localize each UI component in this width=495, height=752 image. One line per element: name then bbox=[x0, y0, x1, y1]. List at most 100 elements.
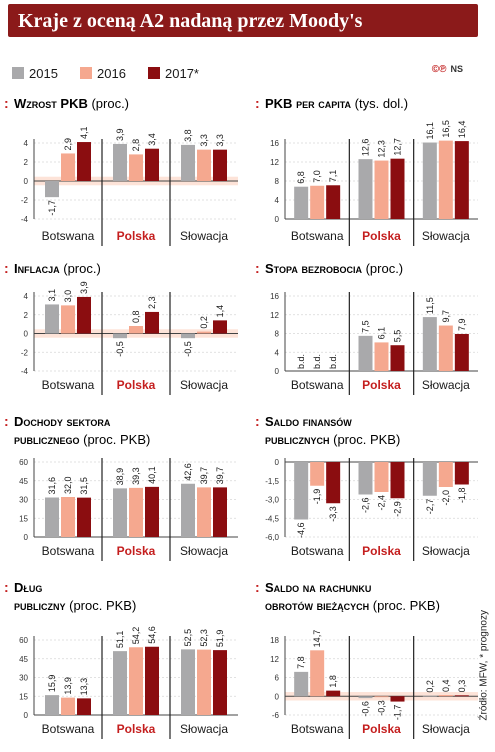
y-tick-label: 15 bbox=[19, 692, 28, 701]
data-label: -2,0 bbox=[441, 490, 451, 506]
bar bbox=[45, 695, 59, 715]
chart-panel-1: : Wzrost PKB (proc.) -4 -2 0 2 4 -1,7 2,9 4,1 Bots… bbox=[4, 95, 238, 246]
data-label: 6,8 bbox=[296, 171, 306, 184]
legend-label-2017: 2017* bbox=[165, 66, 199, 81]
chart-title-marker: : bbox=[4, 413, 9, 429]
bar bbox=[454, 141, 469, 219]
chart-title-caps: Saldo bbox=[265, 580, 299, 595]
y-tick-label: 15 bbox=[19, 514, 28, 523]
y-tick-label: 30 bbox=[19, 496, 28, 505]
data-label: 3,8 bbox=[183, 129, 193, 142]
legend-swatch-2017 bbox=[148, 67, 160, 79]
bar bbox=[326, 690, 341, 697]
category-label: Polska bbox=[362, 722, 401, 736]
category-label: Polska bbox=[117, 378, 156, 392]
data-label: 51,1 bbox=[115, 631, 125, 649]
y-tick-label: -2 bbox=[21, 196, 29, 205]
bar bbox=[77, 698, 91, 715]
data-label: 42,6 bbox=[183, 463, 193, 481]
data-label: -1,9 bbox=[312, 489, 322, 505]
bar bbox=[77, 142, 91, 181]
chart-title-caps: PKB bbox=[265, 96, 292, 111]
chart-title-line: obrotów bieżących (proc. PKB) bbox=[265, 598, 440, 613]
chart-title-caps: Dochody bbox=[14, 414, 63, 429]
bar bbox=[197, 149, 211, 181]
data-label: 6,1 bbox=[377, 327, 387, 340]
bar bbox=[422, 462, 437, 496]
y-tick-label: 30 bbox=[19, 674, 28, 683]
data-label: -1,7 bbox=[393, 705, 403, 721]
data-label: 3,9 bbox=[79, 281, 89, 294]
bar bbox=[181, 483, 195, 537]
y-tick-label: 12 bbox=[270, 655, 279, 664]
publisher-initials: NS bbox=[450, 64, 463, 74]
chart-title-caps: Dług bbox=[14, 580, 42, 595]
data-label: 14,7 bbox=[312, 630, 322, 648]
chart-title-caps: publicznych bbox=[265, 432, 330, 447]
data-label: 52,5 bbox=[183, 629, 193, 647]
title-bar: Kraje z oceną A2 nadaną przez Moody's bbox=[8, 4, 478, 37]
y-tick-label: 0 bbox=[275, 367, 280, 376]
category-label: Botswana bbox=[291, 544, 344, 558]
bar bbox=[358, 159, 373, 219]
data-label: 7,1 bbox=[328, 170, 338, 183]
bar bbox=[294, 671, 309, 697]
bar bbox=[374, 160, 389, 219]
data-label: 3,9 bbox=[115, 128, 125, 141]
chart-title-unit: (tys. bbox=[351, 96, 379, 111]
y-tick-label: 8 bbox=[275, 330, 280, 339]
data-label: 0,2 bbox=[425, 680, 435, 693]
data-label: 2,8 bbox=[131, 139, 141, 152]
y-tick-label: -2 bbox=[21, 348, 29, 357]
bar bbox=[310, 462, 325, 486]
y-tick-label: -4 bbox=[21, 367, 29, 376]
chart-title-line: Inflacja (proc.) bbox=[14, 261, 101, 276]
bar bbox=[77, 497, 91, 537]
legend-item-2016: 2016 bbox=[80, 66, 126, 81]
bar bbox=[438, 695, 453, 697]
data-label: 9,7 bbox=[441, 310, 451, 323]
y-tick-label: 0 bbox=[24, 533, 29, 542]
bar bbox=[358, 462, 373, 495]
category-label: Botswana bbox=[42, 722, 95, 736]
y-tick-label: 4 bbox=[275, 196, 280, 205]
legend-label-2015: 2015 bbox=[29, 66, 58, 81]
data-label: -2,9 bbox=[393, 501, 403, 517]
bar bbox=[77, 296, 91, 334]
data-label: -1,8 bbox=[457, 488, 467, 504]
category-label: Botswana bbox=[291, 229, 344, 243]
category-label: Słowacja bbox=[422, 544, 470, 558]
y-tick-label: 16 bbox=[270, 292, 279, 301]
data-label: 39,3 bbox=[131, 467, 141, 485]
bar bbox=[181, 144, 195, 181]
chart-title-unit: PKB) bbox=[366, 432, 400, 447]
chart-title-caps: na bbox=[299, 580, 316, 595]
bar bbox=[45, 497, 59, 537]
bar bbox=[213, 650, 227, 715]
chart-title-caps: publiczny bbox=[14, 598, 66, 613]
bar bbox=[422, 142, 437, 219]
category-label: Słowacja bbox=[422, 722, 470, 736]
data-label: 5,5 bbox=[393, 330, 403, 343]
bar bbox=[374, 696, 389, 698]
copyright-icon: ©℗ bbox=[431, 64, 447, 75]
chart-title-caps: publicznego bbox=[14, 432, 80, 447]
bar bbox=[113, 333, 127, 339]
data-label: 39,7 bbox=[215, 467, 225, 485]
category-label: Botswana bbox=[42, 378, 95, 392]
data-label: 2,9 bbox=[63, 138, 73, 151]
chart-title-caps: obrotów bbox=[265, 598, 313, 613]
data-label: 13,9 bbox=[63, 677, 73, 695]
bar bbox=[197, 649, 211, 715]
bar bbox=[213, 487, 227, 537]
category-label: Słowacja bbox=[180, 378, 228, 392]
legend-swatch-2016 bbox=[80, 67, 92, 79]
bar bbox=[61, 697, 75, 715]
data-label: 52,3 bbox=[199, 629, 209, 647]
bar bbox=[197, 331, 211, 334]
data-label: 0,8 bbox=[131, 310, 141, 323]
category-label: Słowacja bbox=[422, 378, 470, 392]
chart-title-caps: PKB bbox=[57, 96, 88, 111]
publisher-mark: ©℗ NS bbox=[432, 64, 463, 75]
chart-title-unit: (proc. bbox=[80, 432, 117, 447]
